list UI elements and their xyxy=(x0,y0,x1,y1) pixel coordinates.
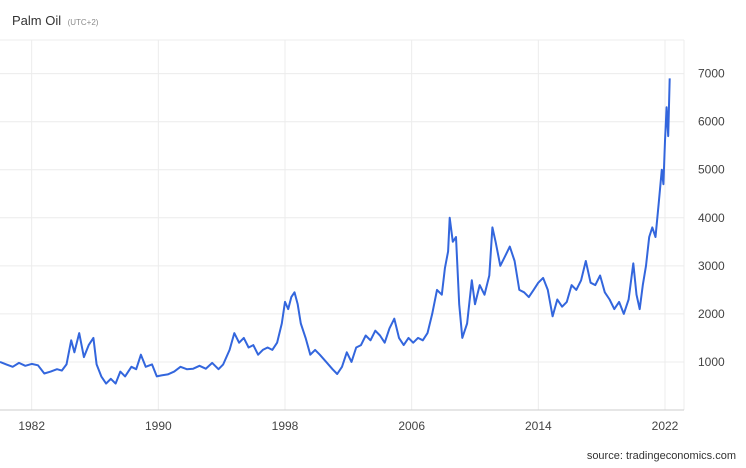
y-tick-label: 5000 xyxy=(698,163,725,177)
x-tick-label: 2006 xyxy=(398,419,425,433)
y-tick-label: 3000 xyxy=(698,259,725,273)
x-tick-label: 2014 xyxy=(525,419,552,433)
y-tick-label: 7000 xyxy=(698,67,725,81)
source-attribution: source: tradingeconomics.com xyxy=(586,450,736,462)
y-axis-tick-labels: 1000 2000 3000 4000 5000 6000 7000 xyxy=(698,67,725,369)
chart-title: Palm Oil xyxy=(12,13,62,28)
y-tick-label: 2000 xyxy=(698,307,725,321)
series-line xyxy=(0,78,671,385)
x-tick-label: 1982 xyxy=(18,419,45,433)
grid-lines xyxy=(0,39,685,410)
x-tick-label: 2022 xyxy=(652,419,679,433)
x-axis-tick-labels: 1982 1990 1998 2006 2014 2022 xyxy=(18,419,678,433)
y-tick-label: 6000 xyxy=(698,115,725,129)
x-tick-label: 1998 xyxy=(272,419,299,433)
x-tick-label: 1990 xyxy=(145,419,172,433)
timezone-label: (UTC+2) xyxy=(67,18,99,27)
y-tick-label: 4000 xyxy=(698,211,725,225)
plot-area xyxy=(0,78,671,385)
y-tick-label: 1000 xyxy=(698,355,725,369)
chart-header: Palm Oil (UTC+2) xyxy=(12,12,98,30)
